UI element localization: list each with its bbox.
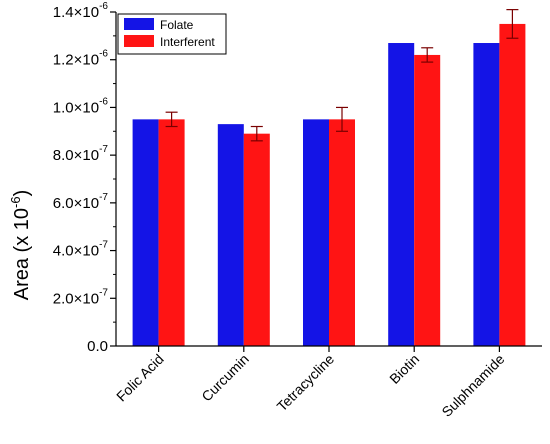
error-bars [165, 9, 519, 142]
x-tick-label: Tetracycline [274, 351, 338, 415]
legend-swatch-folate [124, 18, 154, 30]
legend-swatch-interferent [124, 35, 154, 47]
error-bar-sulphnamide [506, 9, 519, 39]
y-axis-title: Area (x 10-6) [8, 190, 33, 301]
error-bar-curcumin [250, 125, 263, 142]
x-tick-label: Curcumin [198, 351, 252, 405]
legend-label-interferent: Interferent [160, 35, 215, 49]
bar-interferent-curcumin [243, 133, 270, 346]
y-tick-label: 8.0×10-7 [53, 144, 109, 164]
bar-folate-tetracycline [303, 119, 329, 346]
error-bar-tetracycline [336, 106, 348, 132]
bar-folate-folic-acid [132, 119, 159, 346]
error-bar-folic-acid [165, 111, 178, 128]
y-tick-label: 1.2×10-6 [53, 49, 109, 69]
error-bar-biotin [421, 47, 434, 63]
bar-folate-sulphnamide [473, 43, 500, 347]
y-tick-label: 0.0 [87, 338, 108, 355]
y-tick-label: 1.4×10-6 [53, 1, 109, 21]
bar-interferent-tetracycline [329, 119, 355, 346]
bar-interferent-sulphnamide [499, 23, 526, 347]
x-tick-label: Sulphnamide [438, 351, 507, 420]
x-tick-label: Biotin [386, 351, 422, 387]
legend: Folate Interferent [117, 13, 227, 55]
bar-folate-curcumin [217, 124, 244, 346]
bar-interferent-biotin [414, 54, 441, 346]
x-tick-label: Folic Acid [113, 351, 167, 405]
x-ticks: Folic Acid Curcumin Tetracycline Biotin Sulp… [113, 346, 508, 420]
bar-interferent-folic-acid [158, 119, 185, 346]
bars [132, 23, 526, 347]
y-tick-label: 6.0×10-7 [53, 192, 109, 212]
bar-folate-biotin [388, 43, 415, 347]
y-tick-label: 1.0×10-6 [53, 96, 109, 116]
y-tick-label: 2.0×10-7 [53, 287, 109, 307]
legend-label-folate: Folate [160, 18, 194, 32]
y-ticks: 0.0 2.0×10-7 4.0×10-7 6.0×10-7 8.0×10-7 1.0×1… [53, 1, 116, 355]
y-tick-label: 4.0×10-7 [53, 240, 109, 260]
